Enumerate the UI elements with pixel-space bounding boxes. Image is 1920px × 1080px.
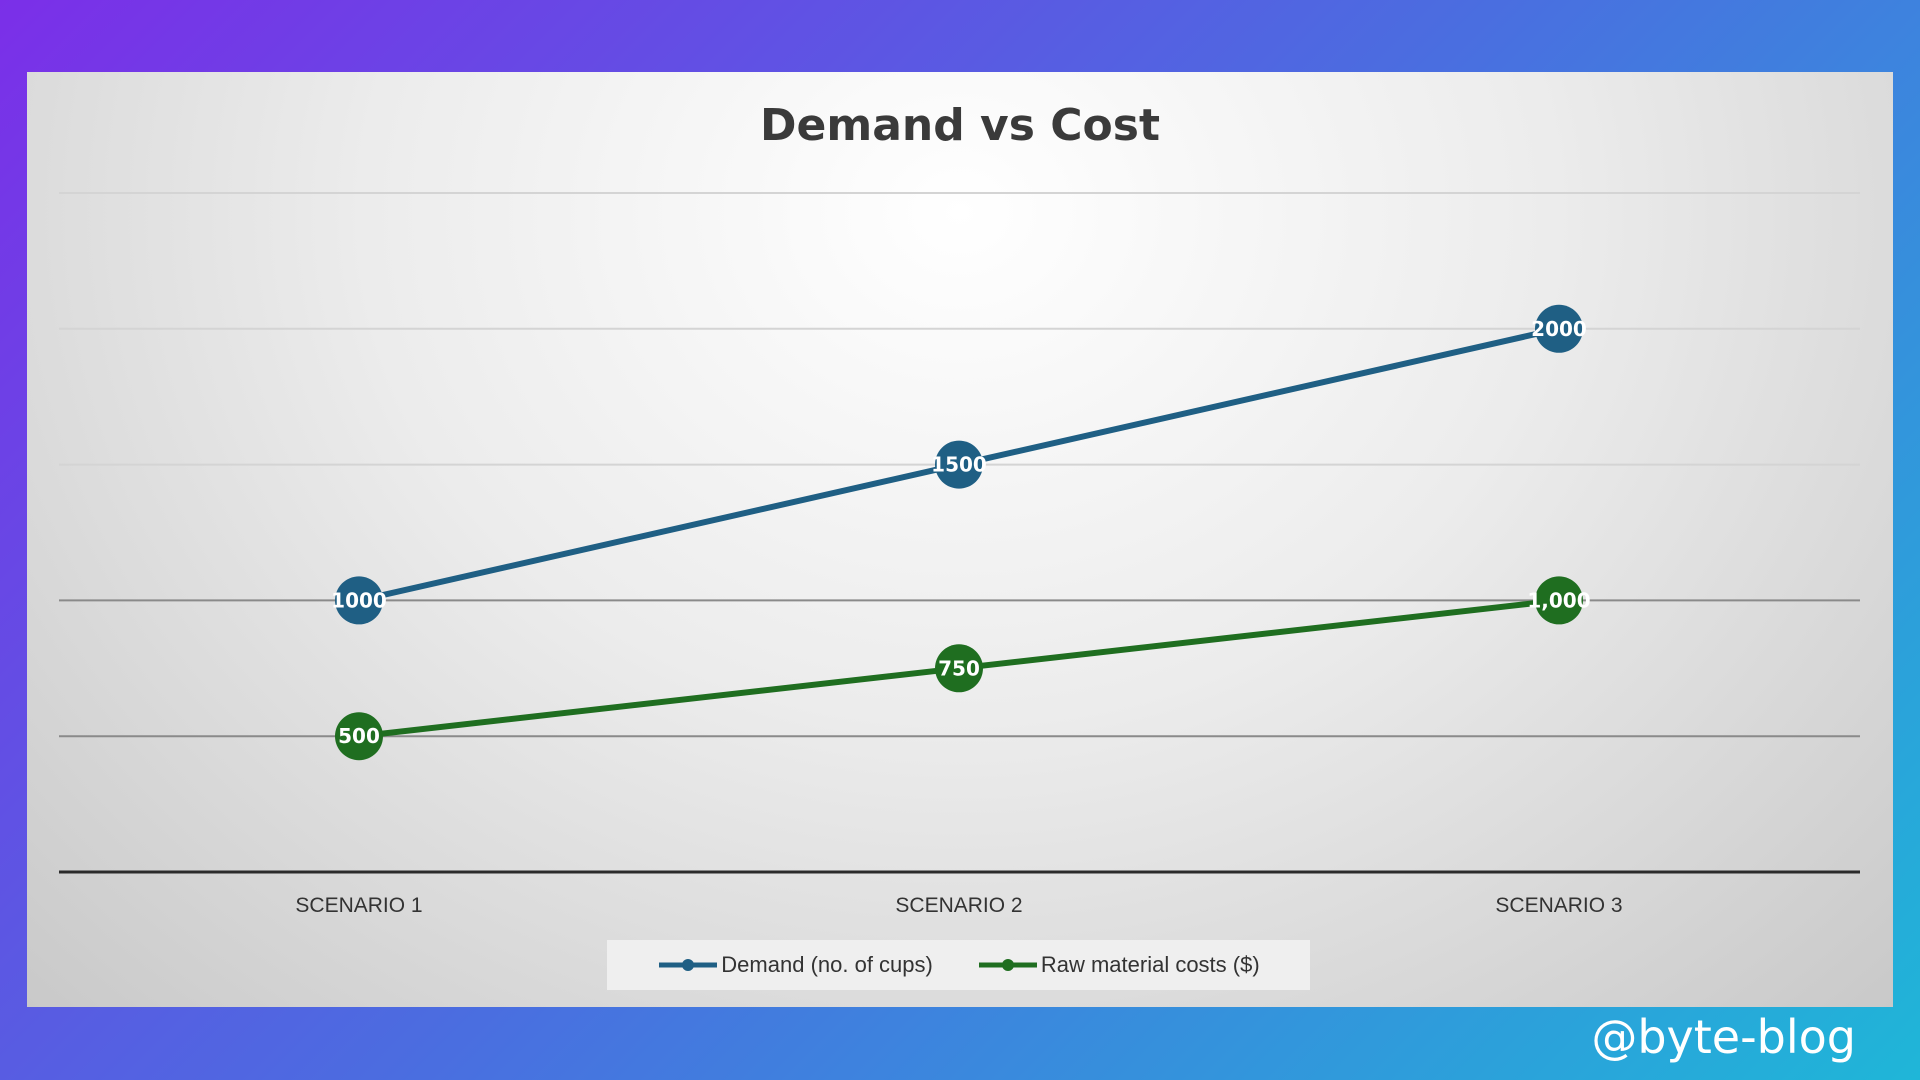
- data-label-costs-2: 750: [938, 656, 980, 680]
- legend-label-costs: Raw material costs ($): [1040, 952, 1260, 977]
- data-point-costs-3: [1535, 576, 1583, 625]
- chart-title: Demand vs Cost: [760, 100, 1160, 151]
- legend-item-demand: Demand (no. of cups): [657, 952, 933, 978]
- watermark: @byte-blog: [1591, 1010, 1856, 1064]
- x-tick-label-scenario-3: SCENARIO 3: [1495, 894, 1622, 917]
- legend: Demand (no. of cups) Raw material costs …: [607, 940, 1310, 990]
- x-tick-label-scenario-1: SCENARIO 1: [295, 894, 422, 917]
- data-point-demand-2: [935, 440, 983, 489]
- legend-label-demand: Demand (no. of cups): [721, 952, 933, 977]
- data-point-demand-3: [1535, 304, 1583, 353]
- data-label-demand-3: 2000: [1531, 317, 1587, 341]
- plot-area: SCENARIO 1 SCENARIO 2 SCENARIO 3 1000 1500 2…: [59, 192, 1860, 917]
- data-point-costs-1: [335, 712, 383, 761]
- data-label-demand-2: 1500: [931, 453, 987, 477]
- data-label-demand-1: 1000: [331, 588, 387, 612]
- chart-panel: Demand vs Cost SCENARIO 1 SCENARIO 2 SCENA…: [27, 72, 1893, 1007]
- data-label-costs-3: 1,000: [1527, 588, 1590, 612]
- x-tick-label-scenario-2: SCENARIO 2: [895, 894, 1022, 917]
- legend-item-costs: Raw material costs ($): [977, 952, 1260, 978]
- data-label-costs-1: 500: [338, 724, 380, 748]
- legend-marker-costs: [978, 959, 1037, 971]
- legend-marker-demand: [659, 959, 718, 971]
- data-point-demand-1: [335, 576, 383, 625]
- data-point-costs-2: [935, 644, 983, 693]
